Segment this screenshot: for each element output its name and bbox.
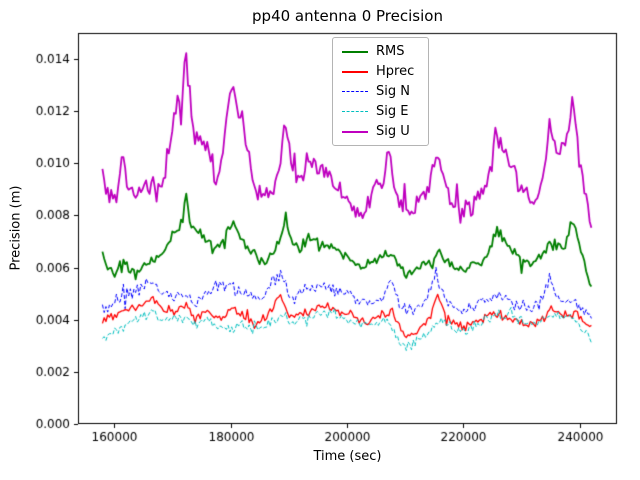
legend-label: Sig N (376, 84, 410, 99)
legend-label: Sig E (376, 104, 409, 119)
legend-line-sample (342, 70, 368, 73)
legend-item-sig-u: Sig U (342, 125, 414, 138)
legend-line-sample (342, 50, 368, 53)
legend-label: Sig U (376, 124, 410, 139)
legend-line-sample (342, 111, 368, 112)
legend-item-sig-n: Sig N (342, 85, 414, 98)
y-axis-label: Precision (m) (8, 185, 24, 271)
legend-label: RMS (376, 44, 405, 59)
chart-title: pp40 antenna 0 Precision (252, 7, 443, 25)
x-axis-label: Time (sec) (313, 449, 382, 464)
legend-item-sig-e: Sig E (342, 105, 414, 118)
legend-label: Hprec (376, 64, 415, 79)
legend-line-sample (342, 91, 368, 92)
legend: RMS Hprec Sig N Sig E Sig U (332, 37, 430, 146)
legend-item-rms: RMS (342, 45, 414, 58)
legend-item-hprec: Hprec (342, 65, 414, 78)
legend-line-sample (342, 130, 368, 133)
